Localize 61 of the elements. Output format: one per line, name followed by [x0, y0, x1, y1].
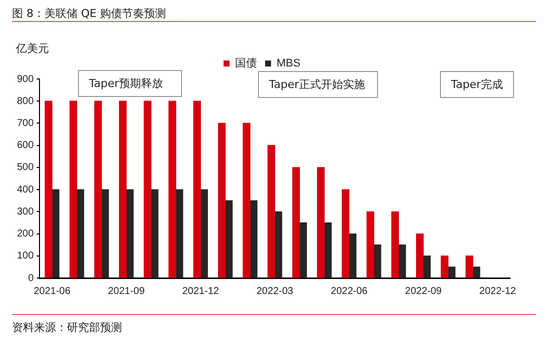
bar — [94, 100, 102, 278]
bar — [193, 100, 201, 278]
bar — [176, 189, 184, 278]
bar — [118, 100, 127, 278]
bar — [274, 211, 282, 278]
bar — [416, 233, 424, 278]
bar — [52, 189, 60, 278]
x-tick-label: 2021-06 — [34, 286, 71, 297]
y-tick-label: 900 — [16, 74, 34, 85]
y-tick-label: 0 — [28, 272, 34, 284]
y-axis-title: 亿美元 — [16, 41, 49, 56]
x-tick-label: 2022-09 — [405, 286, 442, 297]
y-tick-label: 500 — [16, 162, 34, 174]
bar — [366, 211, 374, 278]
bar — [299, 222, 307, 278]
bar — [200, 189, 208, 278]
bar — [242, 122, 250, 278]
text: 资料来源：研究部预测 — [12, 320, 122, 335]
bar — [423, 256, 431, 278]
y-tick-label: 200 — [16, 228, 34, 240]
annotation: Taper正式开始实施 — [258, 71, 378, 98]
bar — [76, 189, 84, 278]
bar — [126, 189, 134, 278]
bar — [292, 167, 300, 278]
x-tick-label: 2022-06 — [330, 286, 368, 297]
x-tick-label: 2022-12 — [479, 286, 516, 297]
bar — [342, 189, 350, 278]
x-tick-label: 2021-09 — [108, 286, 146, 297]
y-tick-label: 800 — [16, 96, 34, 107]
legend-label: 国债 — [235, 58, 258, 70]
bar — [440, 256, 448, 278]
bar — [101, 189, 109, 278]
bar — [466, 256, 474, 278]
bar — [150, 189, 158, 278]
y-tick-label: 300 — [16, 206, 34, 218]
bar — [225, 200, 233, 278]
bar — [144, 100, 152, 278]
chart-title: 图 8：美联储 QE 购债节奏预测 — [12, 6, 166, 21]
bar — [324, 222, 332, 278]
annotation: Taper预期释放 — [78, 70, 182, 97]
bar — [448, 266, 456, 278]
annotation: Taper完成 — [440, 71, 514, 98]
bar — [374, 244, 382, 278]
y-tick-label: 700 — [16, 118, 34, 129]
bar — [168, 100, 176, 278]
x-tick-label: 2021-12 — [182, 286, 220, 297]
bar — [268, 145, 276, 278]
y-tick-label: 400 — [16, 184, 34, 196]
bar — [472, 266, 480, 278]
bar — [348, 233, 356, 278]
bar — [391, 211, 399, 278]
x-tick-label: 2022-03 — [256, 286, 294, 297]
bar — [218, 122, 226, 278]
bar — [317, 167, 325, 278]
bar — [44, 100, 52, 278]
legend-label: MBS — [276, 58, 300, 70]
bar — [398, 244, 406, 278]
y-tick-label: 100 — [16, 250, 34, 262]
y-tick-label: 600 — [16, 140, 34, 152]
bar — [250, 200, 258, 278]
bar — [69, 100, 78, 278]
